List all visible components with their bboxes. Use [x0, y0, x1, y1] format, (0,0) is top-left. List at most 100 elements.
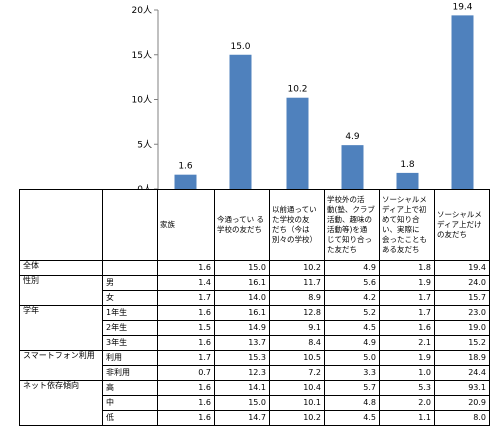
bar-value-label: 15.0 — [230, 42, 250, 52]
value-cell: 5.7 — [324, 380, 380, 396]
subgroup-label: 低 — [102, 410, 158, 426]
bars — [174, 15, 474, 190]
value-cell: 8.9 — [269, 290, 325, 306]
subgroup-label: 中 — [102, 395, 158, 411]
value-cell: 1.7 — [379, 305, 435, 321]
group-label: 性別 — [19, 275, 103, 306]
bar — [341, 145, 364, 189]
value-cell: 16.1 — [214, 275, 270, 291]
value-cell: 10.2 — [269, 260, 325, 276]
value-cell: 4.8 — [324, 395, 380, 411]
value-cell: 4.5 — [324, 320, 380, 336]
table-row: ネット依存傾向高 1.6 14.1 10.4 5.7 5.3 93.1 — [19, 380, 490, 426]
value-cell: 8.4 — [269, 335, 325, 351]
value-cell: 10.2 — [269, 410, 325, 426]
data-table: 家族 今通ってい る学校の友だち 以前通ってい た学校の友 だち（今は 別々の学校） 学校外… — [19, 189, 490, 426]
group-label: 全体 — [19, 260, 103, 276]
value-cell: 1.7 — [157, 350, 215, 366]
bar-value-labels: 1.6 15.0 10.2 4.9 1.8 19.4 — [178, 2, 472, 171]
value-cell: 3.3 — [324, 365, 380, 381]
value-cell: 8.0 — [434, 410, 490, 426]
value-cell: 15.2 — [434, 335, 490, 351]
value-cell: 20.9 — [434, 395, 490, 411]
bar-chart: 0人 5人 10人 15人 20人 1.6 15.0 10.2 4.9 1.8 19.4 — [132, 2, 474, 190]
value-cell: 15.3 — [214, 350, 270, 366]
bar — [174, 174, 197, 189]
subgroup-label: 男 — [102, 275, 158, 291]
y-tick-label: 10人 — [132, 95, 152, 106]
value-cell: 14.1 — [214, 380, 270, 396]
value-cell: 1.8 — [379, 260, 435, 276]
bar-value-label: 4.9 — [345, 132, 360, 142]
value-cell: 14.0 — [214, 290, 270, 306]
value-cell: 12.3 — [214, 365, 270, 381]
group-label: ネット依存傾向 — [19, 380, 103, 426]
value-cell: 0.7 — [157, 365, 215, 381]
table-row: 中 1.6 15.0 10.1 4.8 2.0 20.9 — [20, 395, 490, 411]
value-cell: 10.5 — [269, 350, 325, 366]
table-row: 性別男 1.4 16.1 11.7 5.6 1.9 24.0 — [19, 275, 490, 306]
value-cell: 14.7 — [214, 410, 270, 426]
value-cell: 1.9 — [379, 350, 435, 366]
value-cell: 24.0 — [434, 275, 490, 291]
subgroup-label: 女 — [102, 290, 158, 306]
table-row: 学年 1年生 1.6 16.1 12.8 5.2 1.7 23.0 — [19, 305, 490, 351]
subgroup-label: 非利用 — [102, 365, 158, 381]
subgroup-label: 1年生 — [102, 305, 158, 321]
value-cell: 1.5 — [157, 320, 215, 336]
subgroup-label — [102, 260, 158, 276]
value-cell: 15.0 — [214, 395, 270, 411]
value-cell: 1.6 — [157, 380, 215, 396]
value-cell: 11.7 — [269, 275, 325, 291]
bar — [396, 172, 419, 189]
value-cell: 9.1 — [269, 320, 325, 336]
value-cell: 19.0 — [434, 320, 490, 336]
value-cell: 1.1 — [379, 410, 435, 426]
value-cell: 15.7 — [434, 290, 490, 306]
table-row: 低 1.6 14.7 10.2 4.5 1.1 8.0 — [20, 410, 490, 426]
value-cell: 1.6 — [157, 305, 215, 321]
value-cell: 24.4 — [434, 365, 490, 381]
value-cell: 93.1 — [434, 380, 490, 396]
header-blank-cell — [102, 189, 158, 261]
value-cell: 1.6 — [157, 335, 215, 351]
group-label: スマートフォン利用 — [19, 350, 103, 381]
value-cell: 1.4 — [157, 275, 215, 291]
value-cell: 4.5 — [324, 410, 380, 426]
y-tick-label: 20人 — [132, 5, 152, 16]
table-row: 全体 1.6 15.0 10.2 4.9 1.8 19.4 — [19, 260, 490, 276]
subgroup-label: 高 — [102, 380, 158, 396]
value-cell: 13.7 — [214, 335, 270, 351]
value-cell: 12.8 — [269, 305, 325, 321]
value-cell: 2.0 — [379, 395, 435, 411]
y-axis: 0人 5人 10人 15人 20人 — [132, 5, 159, 190]
group-label: 学年 — [19, 305, 103, 351]
bar-value-label: 1.8 — [400, 160, 415, 170]
column-header: ソーシャルメ ディア上で初 めて知り合 い、実際に 会ったことも ある友だち — [379, 189, 435, 261]
value-cell: 15.0 — [214, 260, 270, 276]
table-row: スマートフォン利用 利用 1.7 15.3 10.5 5.0 1.9 18.9 — [19, 350, 490, 381]
y-tick-label: 0人 — [137, 184, 152, 190]
value-cell: 1.6 — [157, 395, 215, 411]
y-tick-label: 15人 — [132, 50, 152, 61]
bar-value-label: 10.2 — [287, 85, 307, 95]
value-cell: 1.7 — [157, 290, 215, 306]
bar-value-label: 1.6 — [178, 162, 193, 172]
subgroup-label: 利用 — [102, 350, 158, 366]
value-cell: 5.6 — [324, 275, 380, 291]
column-header: ソーシャルメ ディア上だけ の友だち — [434, 189, 490, 261]
column-header: 今通ってい る学校の友だち — [214, 189, 270, 261]
bar — [451, 15, 474, 190]
subgroup-label: 2年生 — [102, 320, 158, 336]
column-header: 以前通ってい た学校の友 だち（今は 別々の学校） — [269, 189, 325, 261]
table-row: 3年生 1.6 13.7 8.4 4.9 2.1 15.2 — [20, 335, 490, 351]
value-cell: 10.4 — [269, 380, 325, 396]
value-cell: 1.6 — [157, 260, 215, 276]
value-cell: 2.1 — [379, 335, 435, 351]
value-cell: 16.1 — [214, 305, 270, 321]
value-cell: 1.9 — [379, 275, 435, 291]
value-cell: 4.2 — [324, 290, 380, 306]
value-cell: 1.6 — [157, 410, 215, 426]
value-cell: 14.9 — [214, 320, 270, 336]
value-cell: 7.2 — [269, 365, 325, 381]
